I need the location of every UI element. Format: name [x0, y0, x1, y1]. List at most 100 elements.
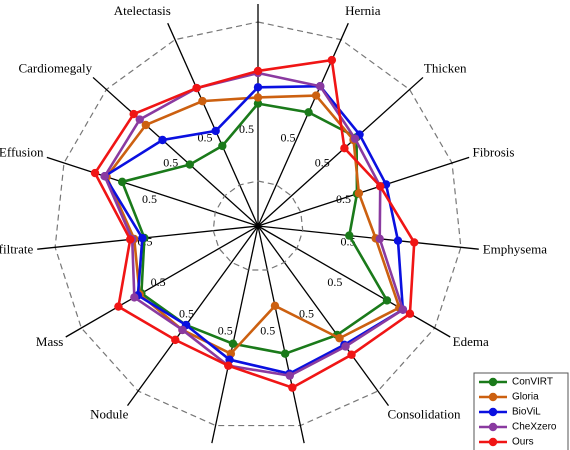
data-point: [158, 135, 167, 145]
data-point: [135, 115, 144, 124]
data-point: [224, 361, 233, 370]
series-polygon: [93, 58, 416, 390]
data-point: [129, 109, 138, 119]
legend-marker: [488, 377, 498, 387]
axis-label: Infiltrate: [0, 241, 34, 256]
axis-line: [167, 22, 259, 227]
r-tick-label: 0.5: [218, 324, 233, 338]
data-point: [350, 134, 360, 143]
axis-line: [257, 225, 479, 250]
data-point: [130, 293, 139, 302]
axis-label: Hernia: [345, 3, 381, 18]
data-point: [316, 82, 325, 91]
data-point: [192, 83, 201, 93]
r-tick-label: 0.5: [239, 122, 254, 136]
axis-line: [126, 225, 259, 406]
axis-line: [257, 225, 451, 338]
legend-marker: [488, 422, 498, 432]
series-polygon: [103, 71, 405, 378]
series-polygon: [105, 94, 401, 356]
legend-label: CheXzero: [512, 422, 557, 433]
r-tick-label: 0.5: [336, 192, 351, 206]
inner-ring: [212, 180, 304, 271]
data-point: [185, 160, 194, 169]
data-point: [178, 325, 187, 335]
r-tick-label: 0.5: [280, 131, 295, 145]
data-point: [393, 236, 403, 245]
data-point: [345, 231, 354, 240]
data-point: [253, 99, 263, 108]
legend-marker: [488, 392, 498, 402]
legend-label: Gloria: [512, 392, 539, 403]
r-tick-label: 0.5: [315, 155, 330, 169]
r-tick-label: 0.5: [260, 324, 275, 338]
data-point: [398, 305, 408, 314]
axis-label: Edema: [453, 334, 489, 349]
axis-line: [65, 225, 259, 338]
r-tick-label: 0.5: [327, 275, 342, 289]
data-point: [340, 143, 349, 153]
r-tick-label: 0.5: [299, 306, 314, 320]
data-point: [382, 296, 392, 305]
legend-label: ConVIRT: [512, 377, 553, 388]
axis-line: [257, 156, 470, 227]
legend-label: BioViL: [512, 407, 541, 418]
data-point: [253, 66, 263, 76]
data-point: [410, 238, 419, 247]
data-point: [90, 168, 100, 178]
data-point: [228, 339, 238, 348]
data-point: [100, 171, 109, 181]
r-tick-label: 0.5: [142, 192, 157, 206]
data-point: [288, 383, 297, 392]
data-point: [335, 334, 344, 343]
data-point: [280, 349, 290, 358]
axis-line: [211, 225, 259, 444]
r-tick-label: 0.5: [163, 155, 178, 169]
data-point: [253, 93, 263, 102]
data-point: [270, 301, 280, 311]
axis-label: Emphysema: [483, 241, 547, 256]
legend-marker: [488, 437, 498, 447]
data-point: [171, 335, 180, 345]
data-point: [375, 234, 384, 243]
axis-label: Cardiomegaly: [18, 60, 92, 75]
data-point: [218, 141, 227, 151]
axis-line: [257, 76, 424, 227]
r-tick-label: 0.5: [179, 306, 194, 320]
data-point: [211, 126, 220, 136]
data-point: [376, 182, 385, 191]
data-point: [405, 309, 415, 318]
axis-label: Mass: [36, 334, 63, 349]
data-point: [327, 55, 337, 65]
data-point: [354, 189, 364, 198]
data-point: [347, 350, 356, 359]
data-point: [114, 302, 123, 311]
r-tick-label: 0.5: [151, 275, 166, 289]
axis-label: Consolidation: [388, 406, 461, 421]
data-point: [304, 108, 313, 117]
data-point: [253, 83, 263, 92]
axis-label: Nodule: [90, 406, 129, 421]
legend-marker: [488, 407, 498, 417]
data-point: [125, 235, 135, 244]
data-point: [311, 91, 321, 100]
legend-label: Ours: [512, 437, 534, 448]
axis-line: [46, 156, 259, 227]
data-point: [138, 233, 147, 243]
data-point: [117, 177, 127, 187]
axis-label: Effusion: [0, 145, 44, 160]
axis-label: Fibrosis: [473, 145, 515, 160]
series-polygon: [102, 84, 405, 376]
axis-label: Atelectasis: [114, 3, 171, 18]
data-point: [198, 96, 207, 106]
axis-line: [92, 76, 259, 227]
axis-label: Thicken: [424, 60, 467, 75]
outer-ring: [54, 21, 462, 427]
data-point: [285, 371, 295, 380]
data-point: [341, 342, 350, 351]
data-point: [141, 120, 151, 130]
axis-line: [257, 225, 305, 444]
axis-line: [257, 225, 390, 406]
